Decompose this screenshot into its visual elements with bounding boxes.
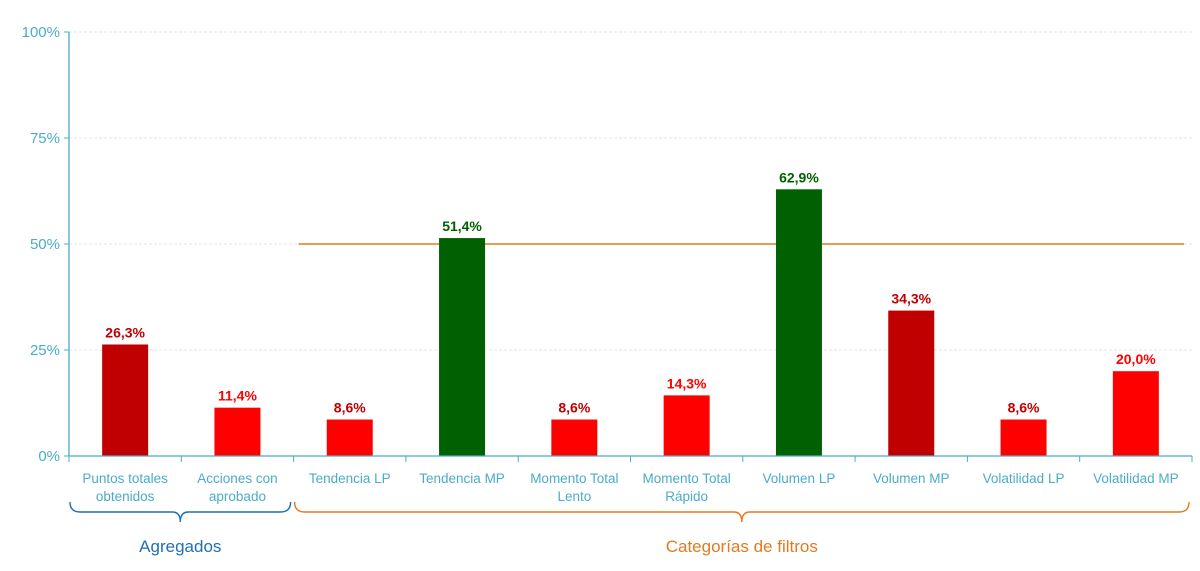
bar xyxy=(1000,419,1047,456)
category-label: Tendencia LP xyxy=(309,471,391,486)
category-label: Momento Total Lento xyxy=(530,471,618,504)
y-tick-label: 100% xyxy=(22,24,60,41)
category-label: Volumen LP xyxy=(763,471,836,486)
group-brace xyxy=(293,501,1190,523)
category-label-line: Rápido xyxy=(665,489,708,504)
category-label-line: Tendencia LP xyxy=(309,471,391,486)
category-label-line: Puntos totales xyxy=(82,471,168,486)
bar xyxy=(888,310,935,456)
data-label: 62,9% xyxy=(779,169,819,185)
category-groups: Agregados Categorías de filtros xyxy=(69,501,1190,556)
category-label-line: Volatilidad MP xyxy=(1093,471,1179,486)
bar xyxy=(326,419,373,456)
category-label-line: Momento Total xyxy=(530,471,618,486)
category-label: Volatilidad MP xyxy=(1093,471,1179,486)
category-label: Volatilidad LP xyxy=(983,471,1065,486)
data-label: 26,3% xyxy=(105,324,145,340)
axes xyxy=(64,31,1193,462)
group-label: Agregados xyxy=(139,537,221,556)
y-tick-label: 25% xyxy=(30,342,60,359)
bar xyxy=(1112,371,1159,456)
category-label: Momento Total Rápido xyxy=(642,471,730,504)
data-label: 14,3% xyxy=(667,375,707,391)
data-label: 8,6% xyxy=(558,400,590,416)
data-label: 11,4% xyxy=(218,388,257,404)
category-label: Tendencia MP xyxy=(419,471,505,486)
category-label-line: obtenidos xyxy=(96,489,155,504)
labels: 0% 25% 50% 75% 100% 26,3% 11,4% 8,6% 51,4% 8,6% 14… xyxy=(22,24,1179,504)
y-tick-label: 0% xyxy=(38,448,60,465)
bars xyxy=(102,189,1159,456)
bar xyxy=(214,407,261,456)
data-label: 8,6% xyxy=(334,400,366,416)
gridlines xyxy=(69,31,1192,351)
data-label: 34,3% xyxy=(891,291,931,307)
category-label-line: Volumen MP xyxy=(873,471,950,486)
category-label-line: Acciones con xyxy=(197,471,277,486)
data-label: 51,4% xyxy=(442,218,482,234)
y-tick-label: 50% xyxy=(30,236,60,253)
group-label: Categorías de filtros xyxy=(666,537,818,556)
bar xyxy=(551,419,598,456)
category-label: Puntos totales obtenidos xyxy=(82,471,168,504)
category-label: Volumen MP xyxy=(873,471,950,486)
category-label-line: Volumen LP xyxy=(763,471,836,486)
category-label-line: Volatilidad LP xyxy=(983,471,1065,486)
category-label: Acciones con aprobado xyxy=(197,471,277,504)
bar xyxy=(439,238,486,456)
data-label: 20,0% xyxy=(1116,351,1156,367)
category-label-line: aprobado xyxy=(209,489,266,504)
category-label-line: Lento xyxy=(557,489,591,504)
category-label-line: Momento Total xyxy=(642,471,730,486)
bar xyxy=(102,344,149,456)
y-tick-label: 75% xyxy=(30,130,60,147)
data-label: 8,6% xyxy=(1008,400,1040,416)
category-label-line: Tendencia MP xyxy=(419,471,505,486)
bar xyxy=(775,189,822,456)
group-brace xyxy=(69,501,292,523)
bar xyxy=(663,395,710,456)
